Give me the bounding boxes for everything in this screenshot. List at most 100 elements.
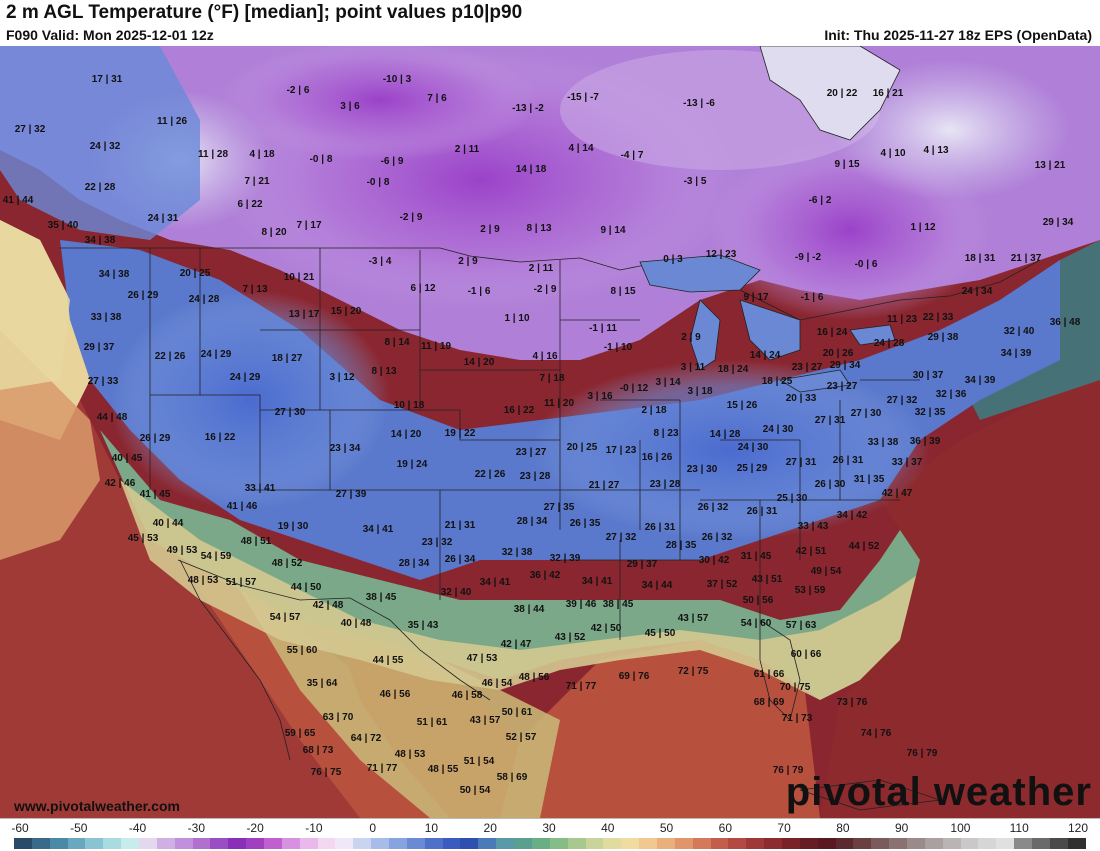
- legend-tick-label: 40: [601, 821, 615, 835]
- legend-swatch: [478, 838, 497, 849]
- point-value: -3 | 4: [369, 256, 392, 267]
- point-value: 51 | 57: [226, 577, 257, 588]
- point-value: 32 | 38: [502, 547, 533, 558]
- point-value: 18 | 31: [965, 253, 996, 264]
- point-value: 35 | 64: [307, 678, 338, 689]
- point-value: 26 | 34: [445, 554, 476, 565]
- legend-swatch: [621, 838, 640, 849]
- point-value: 3 | 6: [340, 101, 360, 112]
- website-label[interactable]: www.pivotalweather.com: [14, 798, 180, 814]
- point-value: 32 | 35: [915, 407, 946, 418]
- point-value: 1 | 12: [910, 222, 935, 233]
- point-value: 13 | 17: [289, 309, 320, 320]
- point-value: 26 | 29: [140, 433, 171, 444]
- point-value: 9 | 15: [834, 159, 859, 170]
- point-value: 7 | 13: [242, 284, 267, 295]
- point-value: 32 | 36: [936, 389, 967, 400]
- point-value: 46 | 58: [452, 690, 483, 701]
- point-value: -13 | -2: [512, 103, 544, 114]
- point-value: 27 | 32: [887, 395, 918, 406]
- point-value: 27 | 35: [544, 502, 575, 513]
- legend-swatch: [549, 838, 568, 849]
- point-value: 69 | 76: [619, 671, 650, 682]
- point-value: 6 | 12: [410, 283, 435, 294]
- legend-swatch: [567, 838, 586, 849]
- point-value: 8 | 23: [653, 428, 678, 439]
- point-value: 22 | 28: [85, 182, 116, 193]
- point-value: 23 | 27: [827, 381, 858, 392]
- point-value: 24 | 34: [962, 286, 993, 297]
- point-value: 63 | 70: [323, 712, 354, 723]
- point-value: 70 | 75: [780, 682, 811, 693]
- political-borders: [60, 247, 1041, 701]
- legend-swatch: [799, 838, 818, 849]
- point-value: -0 | 8: [367, 177, 390, 188]
- point-value: 76 | 75: [311, 767, 342, 778]
- legend-swatch: [728, 838, 747, 849]
- point-value: 38 | 45: [366, 592, 397, 603]
- legend-swatch: [835, 838, 854, 849]
- point-value: 46 | 54: [482, 678, 513, 689]
- point-value: 54 | 57: [270, 612, 301, 623]
- point-value: 14 | 20: [391, 429, 422, 440]
- baja-coast: [179, 559, 291, 761]
- point-values: 17 | 31 27 | 32 24 | 32 22 | 28 41 | 44 35 | …: [3, 74, 1081, 796]
- point-value: 22 | 26: [155, 351, 186, 362]
- point-value: 27 | 32: [15, 124, 46, 135]
- point-value: 3 | 16: [587, 391, 612, 402]
- legend-swatch: [67, 838, 86, 849]
- legend-swatch: [174, 838, 193, 849]
- legend-tick-label: -60: [11, 821, 29, 835]
- legend-swatch: [228, 838, 247, 849]
- legend-tick-label: 60: [718, 821, 733, 835]
- legend-tick-label: 70: [777, 821, 791, 835]
- point-value: 26 | 32: [702, 532, 733, 543]
- point-value: 15 | 20: [331, 306, 362, 317]
- point-value: 71 | 77: [367, 763, 398, 774]
- legend-colorbar: [14, 838, 1086, 849]
- point-value: 48 | 51: [241, 536, 272, 547]
- point-value: 19 | 22: [445, 428, 476, 439]
- florida-coast: [759, 619, 801, 721]
- point-value: 43 | 51: [752, 574, 783, 585]
- point-value: 20 | 26: [823, 348, 854, 359]
- point-value: 39 | 46: [566, 599, 597, 610]
- point-value: 48 | 56: [519, 672, 550, 683]
- legend-swatch: [603, 838, 622, 849]
- point-value: 41 | 44: [3, 195, 34, 206]
- point-value: 53 | 59: [795, 585, 826, 596]
- point-value: 47 | 53: [467, 653, 498, 664]
- point-value: 76 | 79: [907, 748, 938, 759]
- point-value: 44 | 50: [291, 582, 322, 593]
- point-value: 23 | 28: [520, 471, 551, 482]
- legend-swatch: [764, 838, 782, 849]
- point-value: 32 | 40: [441, 587, 472, 598]
- temperature-map[interactable]: 17 | 31 27 | 32 24 | 32 22 | 28 41 | 44 35 | …: [0, 46, 1100, 818]
- point-value: 16 | 24: [817, 327, 848, 338]
- point-value: 16 | 22: [205, 432, 236, 443]
- point-value: 42 | 50: [591, 623, 622, 634]
- point-value: 34 | 42: [837, 510, 868, 521]
- point-value: 33 | 38: [91, 312, 122, 323]
- point-value: 2 | 9: [480, 224, 500, 235]
- point-value: 7 | 17: [296, 220, 321, 231]
- legend-tick-label: -40: [128, 821, 147, 835]
- point-value: 24 | 30: [763, 424, 794, 435]
- point-value: 10 | 21: [284, 272, 315, 283]
- point-value: 11 | 20: [544, 398, 574, 409]
- legend-swatch: [353, 838, 372, 849]
- valid-time: F090 Valid: Mon 2025-12-01 12z: [6, 27, 214, 43]
- point-value: 6 | 22: [237, 199, 262, 210]
- point-value: -6 | 9: [381, 156, 404, 167]
- point-value: 73 | 76: [837, 697, 868, 708]
- point-value: 48 | 52: [272, 558, 303, 569]
- point-value: 38 | 44: [514, 604, 545, 615]
- map-canvas[interactable]: 17 | 31 27 | 32 24 | 32 22 | 28 41 | 44 35 | …: [0, 46, 1100, 818]
- legend-swatch: [942, 838, 961, 849]
- point-value: 31 | 35: [854, 474, 885, 485]
- point-value: -0 | 12: [620, 383, 649, 394]
- point-value: 4 | 13: [923, 145, 948, 156]
- legend-swatch: [817, 838, 836, 849]
- point-value: 35 | 43: [408, 620, 439, 631]
- point-value: 27 | 30: [851, 408, 882, 419]
